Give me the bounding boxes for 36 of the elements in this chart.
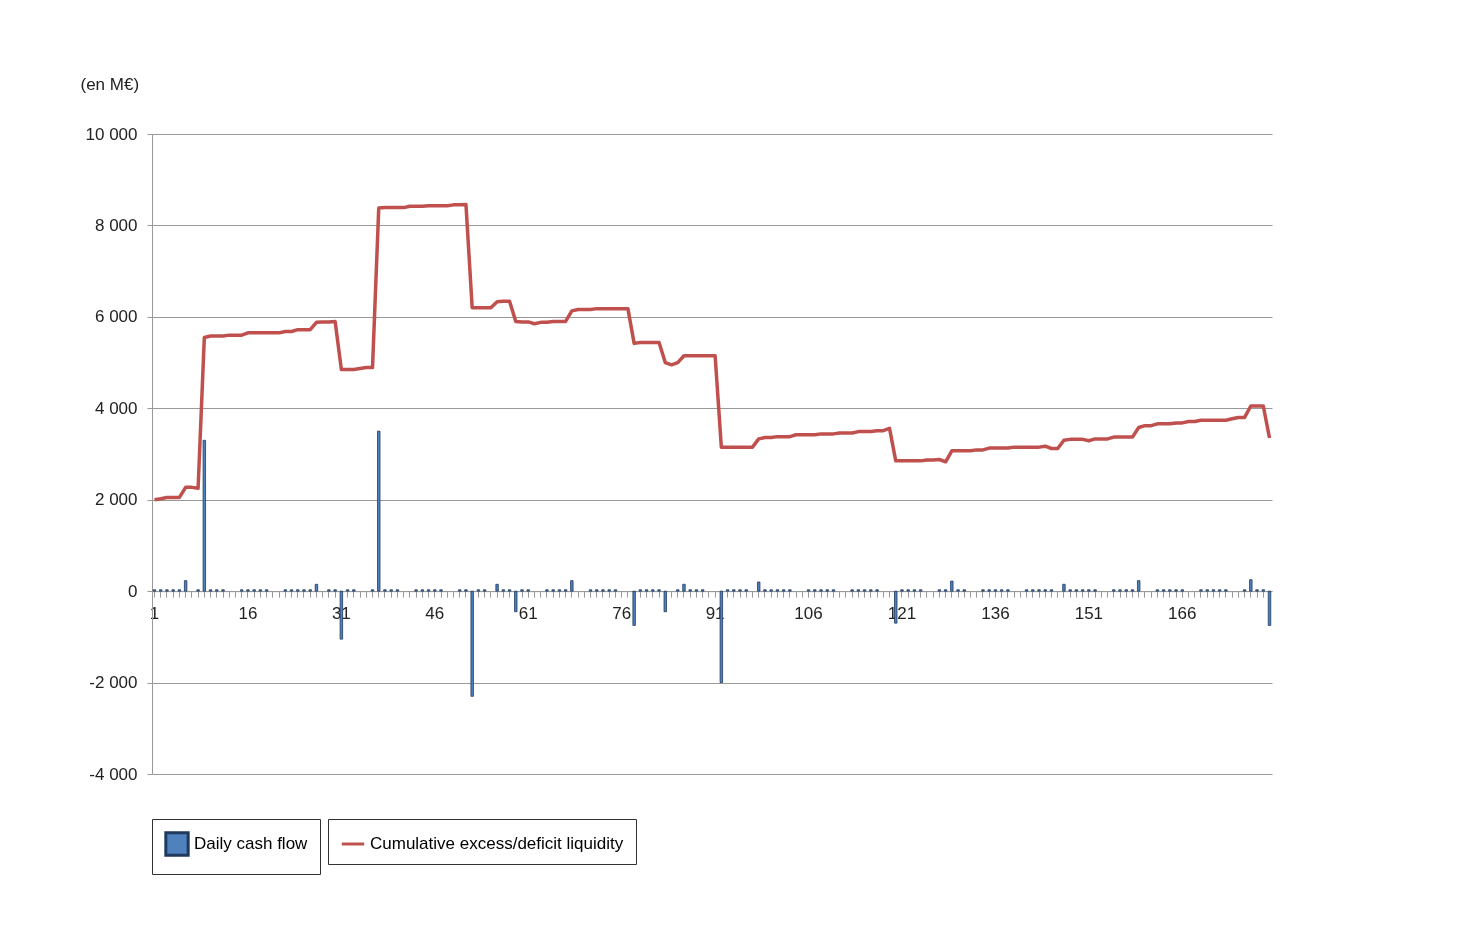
legend-label: Cumulative excess/deficit liquidity: [370, 834, 624, 853]
y-tick-label: 2 000: [94, 490, 138, 510]
bar: [1267, 590, 1272, 626]
x-tick-label: 166: [1168, 603, 1197, 623]
bar: [632, 590, 636, 626]
y-tick-label: -4 000: [89, 764, 138, 784]
bar: [377, 430, 381, 592]
bar: [682, 583, 686, 592]
x-tick-label: 16: [238, 603, 258, 623]
bar: [495, 583, 499, 592]
y-tick-label: 4 000: [94, 398, 138, 418]
bar: [183, 580, 188, 592]
bar: [314, 583, 319, 592]
bar: [1249, 579, 1253, 592]
y-tick-label: 10 000: [85, 124, 138, 144]
bar: [757, 581, 761, 592]
bar: [1062, 583, 1066, 592]
bar: [470, 590, 474, 697]
bar: [663, 590, 667, 613]
x-tick-label: 61: [518, 603, 538, 623]
y-axis-title: (en M€): [80, 74, 140, 94]
y-tick-label: 8 000: [94, 215, 138, 235]
bar: [950, 580, 954, 592]
bar: [570, 580, 574, 592]
bar: [1137, 580, 1141, 592]
bar: [202, 439, 206, 592]
bar: [514, 590, 518, 613]
x-tick-label: 106: [794, 603, 823, 623]
y-tick-label: 6 000: [94, 307, 138, 327]
x-tick-label: 151: [1074, 603, 1104, 623]
legend-label: Daily cash flow: [194, 834, 309, 853]
y-tick-label: 0: [128, 581, 138, 601]
x-tick-label: 76: [612, 603, 632, 623]
x-tick-label: 136: [981, 603, 1010, 623]
x-tick-label: 46: [425, 603, 445, 623]
y-tick-label: -2 000: [89, 673, 138, 693]
